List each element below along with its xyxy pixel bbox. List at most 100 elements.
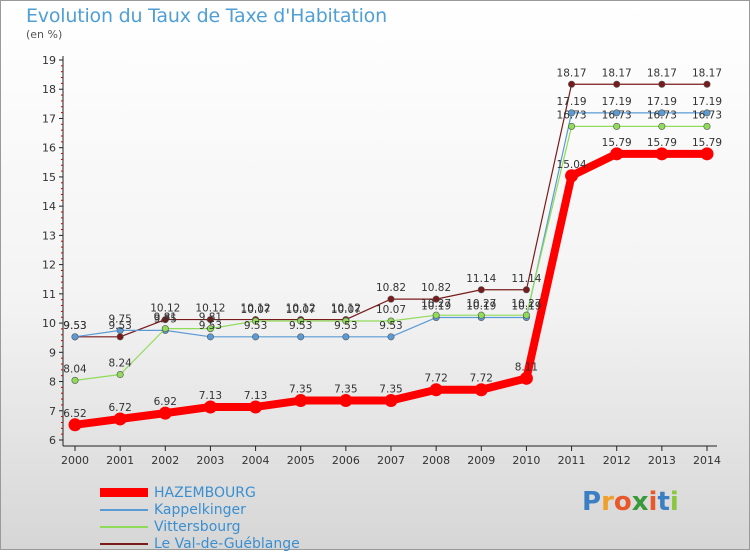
data-point — [158, 406, 172, 420]
data-point — [249, 400, 263, 414]
data-label: 6.92 — [154, 396, 177, 408]
x-tick-label: 2007 — [377, 454, 405, 467]
data-label: 10.12 — [150, 303, 180, 315]
proxiti-logo: Proxiti — [582, 487, 679, 517]
data-label: 9.53 — [108, 320, 131, 332]
data-label: 10.82 — [376, 282, 406, 294]
data-point — [387, 295, 395, 303]
legend-swatch — [100, 488, 148, 497]
data-point — [432, 311, 440, 319]
data-label: 15.79 — [692, 137, 722, 149]
data-label: 7.72 — [470, 373, 493, 385]
data-point — [519, 371, 533, 385]
chart-subtitle: (en %) — [26, 28, 63, 41]
data-label: 10.27 — [421, 298, 451, 310]
x-tick-label: 2011 — [558, 454, 586, 467]
data-label: 9.53 — [244, 320, 267, 332]
data-point — [655, 147, 669, 161]
data-point — [703, 80, 711, 88]
legend-item: Le Val-de-Guéblange — [100, 535, 300, 552]
y-tick-label: 15 — [42, 171, 56, 184]
chart-title: Evolution du Taux de Taxe d'Habitation — [26, 5, 387, 27]
data-label: 9.53 — [289, 320, 312, 332]
legend-item: Kappelkinger — [100, 501, 300, 518]
data-label: 6.72 — [108, 402, 131, 414]
logo-letter: x — [631, 487, 649, 517]
series-line-3 — [74, 125, 707, 381]
y-tick-label: 6 — [49, 434, 56, 447]
data-point — [161, 316, 169, 324]
data-point — [658, 122, 666, 130]
y-tick-label: 10 — [42, 317, 56, 330]
data-label: 11.14 — [511, 273, 541, 285]
data-label: 17.19 — [602, 96, 632, 108]
data-label: 10.12 — [241, 303, 271, 315]
data-label: 18.17 — [647, 67, 677, 79]
data-label: 9.53 — [379, 320, 402, 332]
legend-item: Vittersbourg — [100, 518, 300, 535]
data-label: 10.12 — [195, 303, 225, 315]
x-tick-label: 2008 — [422, 454, 450, 467]
logo-letter: i — [669, 487, 679, 517]
y-tick-label: 14 — [42, 200, 56, 213]
data-label: 9.53 — [199, 320, 222, 332]
y-tick-label: 9 — [49, 346, 56, 359]
data-point — [568, 122, 576, 130]
legend-swatch — [100, 542, 148, 545]
data-point — [522, 311, 530, 319]
data-label: 16.73 — [692, 109, 722, 121]
legend-item: HAZEMBOURG — [100, 484, 300, 501]
data-label: 10.07 — [331, 304, 361, 316]
data-point — [339, 394, 353, 408]
x-tick-label: 2006 — [332, 454, 360, 467]
y-tick-label: 8 — [49, 376, 56, 389]
x-tick-label: 2013 — [648, 454, 676, 467]
data-point — [113, 412, 127, 426]
data-label: 7.13 — [199, 390, 222, 402]
data-point — [206, 333, 214, 341]
x-tick-label: 2009 — [467, 454, 495, 467]
data-point — [658, 109, 666, 117]
data-point — [610, 147, 624, 161]
data-label: 17.19 — [692, 96, 722, 108]
x-tick-label: 2004 — [242, 454, 270, 467]
data-point — [252, 317, 260, 325]
data-label: 16.73 — [557, 109, 587, 121]
data-label: 9.53 — [63, 320, 86, 332]
data-label: 10.12 — [331, 303, 361, 315]
data-label: 9.75 — [154, 313, 177, 325]
data-label: 10.19 — [421, 301, 451, 313]
data-label: 9.53 — [334, 320, 357, 332]
y-tick-label: 18 — [42, 83, 56, 96]
data-point — [297, 317, 305, 325]
data-point — [297, 333, 305, 341]
data-point — [387, 333, 395, 341]
y-tick-label: 19 — [42, 54, 56, 67]
data-label: 7.13 — [244, 390, 267, 402]
data-label: 15.79 — [647, 137, 677, 149]
data-label: 17.19 — [647, 96, 677, 108]
data-label: 8.11 — [515, 361, 538, 373]
data-label: 9.81 — [154, 312, 177, 324]
data-label: 18.17 — [557, 67, 587, 79]
data-point — [477, 311, 485, 319]
data-label: 10.27 — [466, 298, 496, 310]
legend-label: Kappelkinger — [154, 501, 246, 518]
data-point — [565, 169, 579, 183]
data-label: 10.82 — [421, 282, 451, 294]
data-label: 15.04 — [557, 159, 587, 171]
data-label: 10.07 — [376, 304, 406, 316]
data-point — [161, 325, 169, 333]
data-label: 16.73 — [602, 109, 632, 121]
data-point — [477, 286, 485, 294]
data-label: 6.52 — [63, 408, 86, 420]
data-label: 9.75 — [108, 313, 131, 325]
x-tick-label: 2014 — [693, 454, 721, 467]
y-tick-label: 13 — [42, 229, 56, 242]
y-tick-label: 11 — [42, 288, 56, 301]
x-tick-label: 2002 — [151, 454, 179, 467]
data-point — [203, 400, 217, 414]
data-label: 10.27 — [511, 298, 541, 310]
x-tick-label: 2010 — [512, 454, 540, 467]
